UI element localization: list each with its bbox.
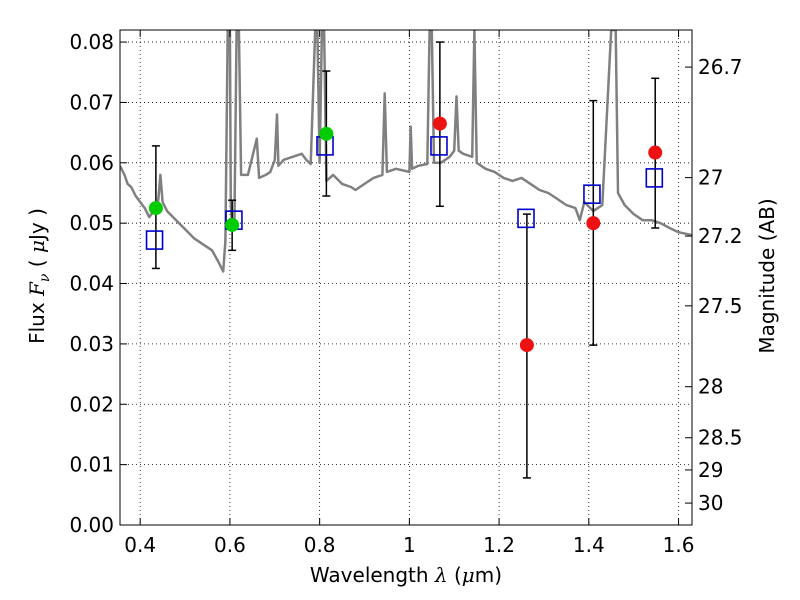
y-axis-flux-subscript: ν — [37, 273, 53, 282]
right-tick-label: 26.7 — [698, 55, 743, 79]
y-axis-label: Flux Fν ( μJy ) — [25, 208, 53, 344]
right-tick-label: 27.2 — [698, 224, 743, 248]
x-tick-label: 1.4 — [573, 533, 605, 557]
y-tick-label: 0.05 — [69, 211, 114, 235]
x-tick-label: 1.2 — [483, 533, 515, 557]
y-tick-label: 0.03 — [69, 332, 114, 356]
right-tick-label: 27.5 — [698, 294, 743, 318]
model-photometry-square — [517, 208, 535, 229]
y-axis-unit-open: ( — [25, 253, 49, 274]
model-photometry-square — [583, 184, 601, 204]
y-axis-flux-symbol: F — [25, 281, 49, 297]
spectrum-layer — [120, 30, 692, 273]
model-spectrum-line — [120, 30, 692, 273]
green-photometry-point — [148, 201, 163, 216]
y-axis-unit-rest: Jy ) — [25, 208, 49, 242]
red-photometry-point — [519, 338, 534, 353]
x-tick-label: 1 — [403, 533, 416, 557]
x-axis-label-prefix: Wavelength — [310, 563, 435, 587]
right-tick-label: 28 — [698, 375, 723, 399]
green-photometry-point — [225, 217, 240, 232]
red-photometry-point — [586, 216, 601, 231]
green-photometry-point — [319, 126, 334, 141]
right-tick-label: 27 — [698, 166, 723, 190]
x-tick-label: 0.6 — [214, 533, 246, 557]
x-tick-label: 1.6 — [663, 533, 695, 557]
x-tick-label: 0.8 — [304, 533, 336, 557]
x-axis-unit-rest: m) — [475, 563, 502, 587]
photometry-point-layer — [148, 116, 663, 353]
y-axis-label-prefix: Flux — [25, 296, 49, 344]
y-tick-label: 0.06 — [69, 151, 114, 175]
red-photometry-point — [648, 145, 663, 160]
right-tick-label: 30 — [698, 491, 723, 515]
x-axis-label: Wavelength λ (μm) — [310, 563, 502, 587]
red-photometry-point — [432, 116, 447, 131]
right-axis-label: Magnitude (AB) — [755, 198, 779, 353]
plot-frame — [119, 29, 693, 526]
y-tick-label: 0.08 — [69, 30, 114, 54]
y-tick-label: 0.04 — [69, 272, 114, 296]
x-axis-unit-open: ( — [448, 563, 462, 587]
model-photometry-square — [145, 230, 164, 250]
x-axis-lambda-symbol: λ — [434, 563, 448, 587]
y-tick-label: 0.02 — [69, 392, 114, 416]
x-tick-label: 0.4 — [124, 533, 156, 557]
y-tick-label: 0.00 — [69, 513, 114, 537]
right-tick-label: 29 — [698, 458, 723, 482]
right-tick-label: 28.5 — [698, 426, 743, 450]
y-tick-label: 0.07 — [69, 90, 114, 114]
model-photometry-square — [645, 168, 664, 188]
model-photometry-square — [430, 136, 448, 156]
x-axis-unit-mu: μ — [462, 563, 475, 587]
model-square-layer — [145, 136, 664, 250]
axis-ticks: 0.4 0.6 0.8 1 1.2 1.4 1.6 0.00 0.01 0.02 0.03 0.04 0… — [69, 30, 743, 557]
y-tick-label: 0.01 — [69, 453, 114, 477]
y-axis-unit-mu: μ — [25, 240, 49, 253]
